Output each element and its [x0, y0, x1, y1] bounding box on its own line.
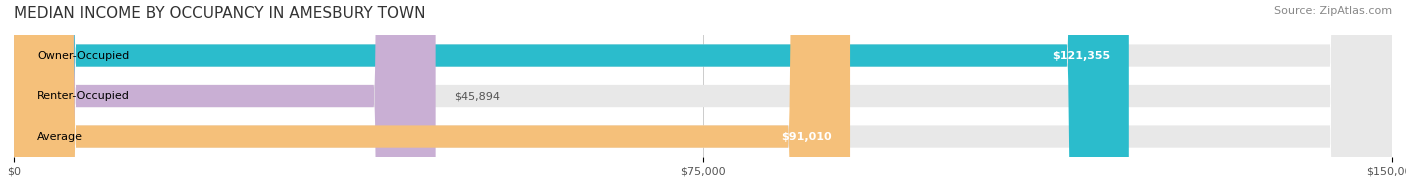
FancyBboxPatch shape	[14, 0, 1129, 196]
Text: Owner-Occupied: Owner-Occupied	[37, 51, 129, 61]
Text: Average: Average	[37, 132, 83, 142]
Text: $121,355: $121,355	[1052, 51, 1111, 61]
FancyBboxPatch shape	[14, 0, 851, 196]
FancyBboxPatch shape	[14, 0, 1392, 196]
Text: $45,894: $45,894	[454, 91, 501, 101]
FancyBboxPatch shape	[14, 0, 1392, 196]
Text: Source: ZipAtlas.com: Source: ZipAtlas.com	[1274, 6, 1392, 16]
FancyBboxPatch shape	[14, 0, 1392, 196]
FancyBboxPatch shape	[14, 0, 436, 196]
Text: $91,010: $91,010	[782, 132, 832, 142]
Text: Renter-Occupied: Renter-Occupied	[37, 91, 129, 101]
Text: MEDIAN INCOME BY OCCUPANCY IN AMESBURY TOWN: MEDIAN INCOME BY OCCUPANCY IN AMESBURY T…	[14, 6, 426, 21]
